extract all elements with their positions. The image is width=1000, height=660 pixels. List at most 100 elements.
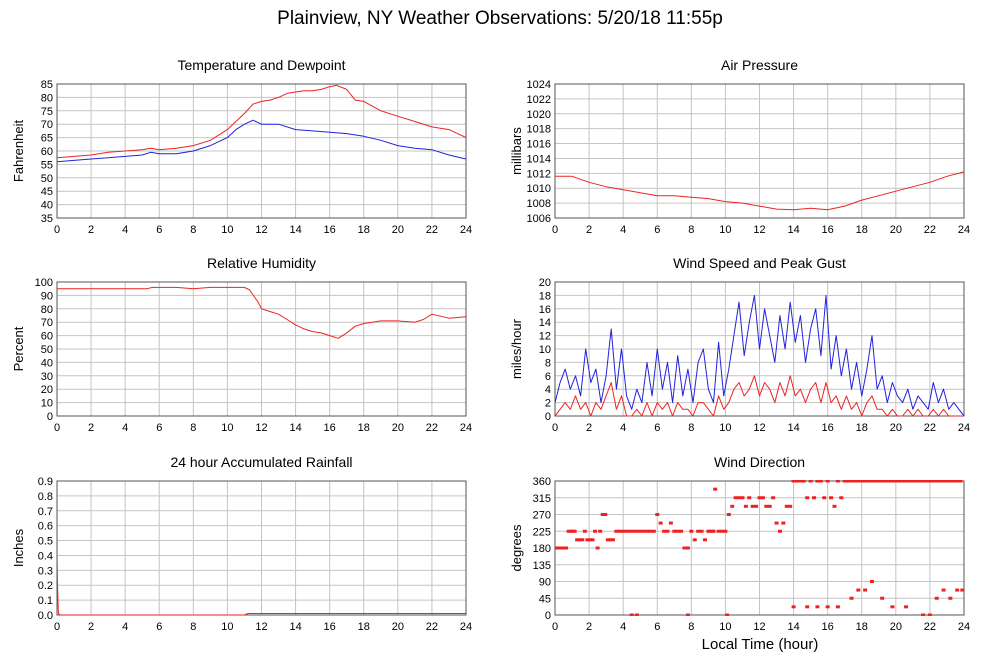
x-tick-label: 6: [156, 224, 162, 236]
x-tick-label: 0: [552, 621, 558, 633]
scatter-point: [771, 496, 776, 500]
x-tick-label: 24: [460, 621, 472, 633]
x-tick-label: 8: [190, 621, 196, 633]
x-tick-label: 14: [289, 621, 301, 633]
page-title: Plainview, NY Weather Observations: 5/20…: [277, 8, 723, 29]
y-tick-label: 14: [539, 317, 551, 329]
series-line: [555, 294, 964, 417]
x-tick-label: 16: [324, 621, 336, 633]
scatter-point: [668, 521, 673, 525]
x-tick-label: 14: [787, 621, 799, 633]
scatter-point: [863, 480, 868, 483]
scatter-point: [702, 538, 707, 542]
y-tick-label: 8: [545, 357, 551, 369]
y-tick-label: 40: [41, 357, 53, 369]
scatter-point: [866, 480, 871, 483]
y-tick-label: 360: [533, 476, 551, 488]
scatter-point: [955, 480, 960, 483]
x-tick-label: 18: [856, 621, 868, 633]
chart-title: Wind Speed and Peak Gust: [673, 255, 846, 271]
scatter-point: [805, 496, 810, 500]
y-tick-label: 18: [539, 290, 551, 302]
scatter-point: [876, 480, 881, 483]
x-tick-label: 20: [890, 422, 902, 434]
x-tick-label: 2: [88, 224, 94, 236]
scatter-point: [914, 480, 919, 483]
scatter-point: [951, 480, 956, 483]
series-group: [57, 286, 466, 339]
x-tick-label: 12: [255, 224, 267, 236]
y-tick-label: 0.1: [38, 595, 53, 607]
y-tick-label: 80: [41, 304, 53, 316]
scatter-point: [910, 480, 915, 483]
x-tick-label: 16: [822, 422, 834, 434]
scatter-point: [890, 480, 895, 483]
scatter-point: [726, 513, 731, 516]
scatter-point: [938, 480, 943, 483]
x-tick-label: 2: [88, 422, 94, 434]
x-tick-label: 6: [156, 422, 162, 434]
series-group: [57, 552, 466, 616]
scatter-point: [566, 529, 571, 533]
y-tick-label: 0.3: [38, 565, 53, 577]
series-line: [57, 119, 466, 163]
y-tick-label: 60: [41, 146, 53, 158]
x-tick-label: 18: [358, 224, 370, 236]
plot-frame: [56, 281, 467, 417]
y-tick-label: 12: [539, 331, 551, 343]
x-tick-label: 2: [586, 422, 592, 434]
scatter-point: [725, 613, 730, 616]
x-tick-label: 22: [426, 422, 438, 434]
x-tick-label: 16: [822, 621, 834, 633]
y-axis-label: miles/hour: [509, 318, 524, 379]
scatter-point: [638, 529, 643, 533]
y-tick-label: 6: [545, 371, 551, 383]
x-tick-label: 22: [426, 224, 438, 236]
chart-title: Relative Humidity: [207, 255, 316, 271]
x-tick-label: 8: [688, 224, 694, 236]
y-tick-label: 45: [539, 593, 551, 605]
x-tick-label: 14: [787, 422, 799, 434]
scatter-point: [708, 529, 713, 533]
x-tick-label: 4: [122, 621, 128, 633]
scatter-point: [955, 588, 960, 592]
y-tick-label: 0.9: [38, 476, 53, 488]
y-tick-label: 180: [533, 543, 551, 555]
x-tick-label: 10: [221, 621, 233, 633]
scatter-point: [941, 480, 946, 483]
x-tick-label: 24: [460, 224, 472, 236]
scatter-point: [595, 546, 600, 550]
scatter-point: [808, 480, 813, 483]
x-tick-label: 16: [324, 224, 336, 236]
scatter-point: [960, 588, 964, 592]
y-tick-label: 60: [41, 331, 53, 343]
y-tick-label: 1014: [527, 153, 551, 165]
y-axis-label: degrees: [509, 524, 524, 571]
scatter-point: [852, 480, 857, 483]
scatter-point: [801, 480, 806, 483]
x-tick-label: 24: [958, 422, 970, 434]
scatter-point: [679, 529, 684, 533]
x-tick-label: 14: [289, 422, 301, 434]
y-tick-label: 0.5: [38, 536, 53, 548]
x-tick-label: 10: [719, 621, 731, 633]
scatter-point: [931, 480, 936, 483]
scatter-point: [610, 538, 615, 542]
series-line: [555, 171, 964, 211]
scatter-point: [893, 480, 898, 483]
series-line: [57, 84, 466, 159]
scatter-point: [600, 513, 605, 516]
scatter-point: [825, 480, 830, 483]
scatter-point: [788, 504, 793, 508]
y-tick-label: 1006: [527, 213, 551, 225]
series-group: [57, 84, 466, 163]
y-tick-label: 1024: [527, 79, 551, 91]
scatter-point: [629, 613, 634, 616]
x-tick-label: 18: [358, 621, 370, 633]
plot-frame: [56, 83, 467, 219]
scatter-point: [880, 596, 885, 600]
